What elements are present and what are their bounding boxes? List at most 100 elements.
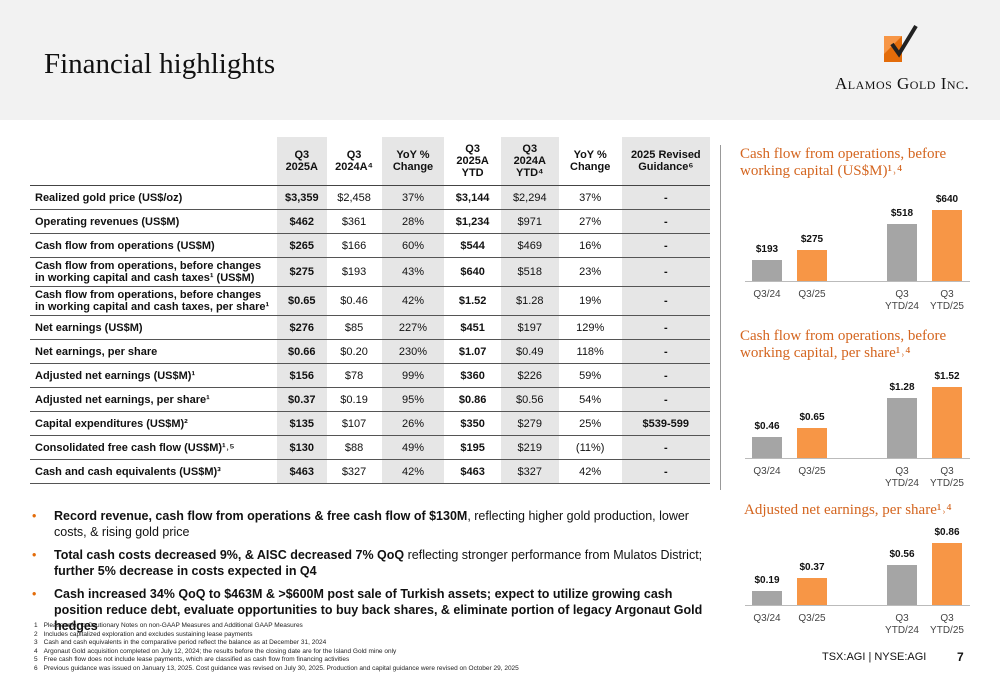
footnote: 1 Please refer to Cautionary Notes on non…	[34, 622, 519, 631]
cell: -	[621, 315, 710, 340]
cell: $0.20	[326, 339, 382, 364]
bar	[797, 250, 827, 281]
cell: 26%	[381, 411, 445, 436]
footnote-number: 3	[34, 639, 38, 647]
chart-title: Cash flow from operations, before workin…	[740, 328, 947, 361]
cell: -	[621, 233, 710, 258]
bar	[887, 564, 917, 605]
bullet-text: further 5% decrease in costs expected in…	[54, 564, 317, 578]
cell: 118%	[558, 339, 622, 364]
row-label: Operating revenues (US$M)	[30, 209, 277, 234]
cell: $1.07	[444, 339, 501, 364]
cell: $130	[277, 435, 327, 460]
cell: $3,359	[277, 185, 327, 210]
cell: $0.46	[326, 286, 382, 316]
cell: 54%	[558, 387, 622, 412]
cell: $0.49	[500, 339, 559, 364]
bar	[932, 210, 962, 281]
footnote: 4 Argonaut Gold acquisition completed on …	[34, 648, 519, 657]
cell: -	[621, 286, 710, 316]
bullet: Cash increased 34% QoQ to $463M & >$600M…	[30, 586, 710, 634]
table-row: Capital expenditures (US$M)² $135 $107 26% $…	[30, 411, 710, 436]
column-header: YoY % Change	[558, 137, 622, 186]
table-row: Cash flow from operations, before change…	[30, 286, 710, 316]
logo-icon	[884, 24, 918, 62]
cell: 227%	[381, 315, 445, 340]
header-row: Q3 2025A Q3 2024A⁴ YoY % Change Q3 2025A YT…	[30, 137, 710, 186]
column-header: Q3 2024A⁴	[326, 137, 382, 186]
table-row: Cash flow from operations, before change…	[30, 257, 710, 287]
row-label: Cash and cash equivalents (US$M)³	[30, 459, 277, 484]
bar	[887, 223, 917, 281]
cell: $265	[277, 233, 327, 258]
row-label: Adjusted net earnings, per share¹	[30, 387, 277, 412]
row-label: Net earnings, per share	[30, 339, 277, 364]
cell: -	[621, 185, 710, 210]
cell: 19%	[558, 286, 622, 316]
cell: $971	[500, 209, 559, 234]
cell: $462	[277, 209, 327, 234]
cell: $0.65	[277, 286, 327, 316]
footnote: 2 Includes capitalized exploration and ex…	[34, 631, 519, 640]
cell: $2,458	[326, 185, 382, 210]
cell: 42%	[381, 286, 445, 316]
cell: $451	[444, 315, 501, 340]
row-label: Capital expenditures (US$M)²	[30, 411, 277, 436]
bar	[887, 398, 917, 458]
table-row: Consolidated free cash flow (US$M)¹˒⁵ $13…	[30, 435, 710, 460]
category-label: Q3 YTD/25	[930, 613, 964, 636]
cell: $1.52	[444, 286, 501, 316]
category-label: Q3/24	[753, 289, 781, 300]
cell: 23%	[558, 257, 622, 287]
cell: $350	[444, 411, 501, 436]
cell: $539-599	[621, 411, 710, 436]
table-row: Adjusted net earnings, per share¹ $0.37 $0…	[30, 387, 710, 412]
column-header: Q3 2025A	[277, 137, 327, 186]
column-header: 2025 Revised Guidance⁶	[621, 137, 710, 186]
cell: $360	[444, 363, 501, 388]
cell: $544	[444, 233, 501, 258]
value-label: $640	[935, 194, 959, 205]
value-label: $0.65	[799, 411, 825, 423]
cell: $135	[277, 411, 327, 436]
baseline	[745, 281, 970, 282]
category-label: Q3 YTD/24	[885, 613, 919, 636]
separator	[720, 145, 721, 490]
page-title: Financial highlights	[44, 48, 276, 80]
cell: -	[621, 363, 710, 388]
company-name: Alamos Gold Inc.	[835, 74, 970, 93]
footnote-number: 6	[34, 664, 38, 672]
category-label: Q3/25	[798, 466, 826, 477]
category-label: Q3/24	[753, 613, 781, 624]
cell: $0.86	[444, 387, 501, 412]
cell: $469	[500, 233, 559, 258]
footnote-text: Please refer to Cautionary Notes on non-…	[43, 622, 303, 629]
table-row: Realized gold price (US$/oz) $3,359 $2,458…	[30, 185, 710, 210]
cell: $463	[444, 459, 501, 484]
cell: 230%	[381, 339, 445, 364]
footnote: 6 Previous guidance was issued on January…	[34, 665, 519, 674]
table-row: Net earnings (US$M) $276 $85 227% $451 $197 12…	[30, 315, 710, 340]
cell: 42%	[381, 459, 445, 484]
cell: $78	[326, 363, 382, 388]
cell: $107	[326, 411, 382, 436]
bullet-text: reflecting stronger performance from Mul…	[404, 548, 706, 562]
cell: $3,144	[444, 185, 501, 210]
category-label: Q3/24	[753, 466, 781, 477]
value-label: $1.28	[889, 382, 915, 394]
category-label: Q3 YTD/25	[930, 289, 964, 312]
cell: -	[621, 257, 710, 287]
bar	[752, 591, 782, 605]
cell: $0.19	[326, 387, 382, 412]
cell: $0.66	[277, 339, 327, 364]
cell: $0.56	[500, 387, 559, 412]
tickers: TSX:AGI | NYSE:AGI	[822, 651, 927, 663]
cell: $361	[326, 209, 382, 234]
cell: $1,234	[444, 209, 501, 234]
page-number: 7	[957, 650, 964, 664]
bar	[752, 259, 782, 281]
header-cell	[30, 137, 277, 186]
cell: $327	[500, 459, 559, 484]
footnote-text: Argonaut Gold acquisition completed on J…	[43, 647, 397, 655]
